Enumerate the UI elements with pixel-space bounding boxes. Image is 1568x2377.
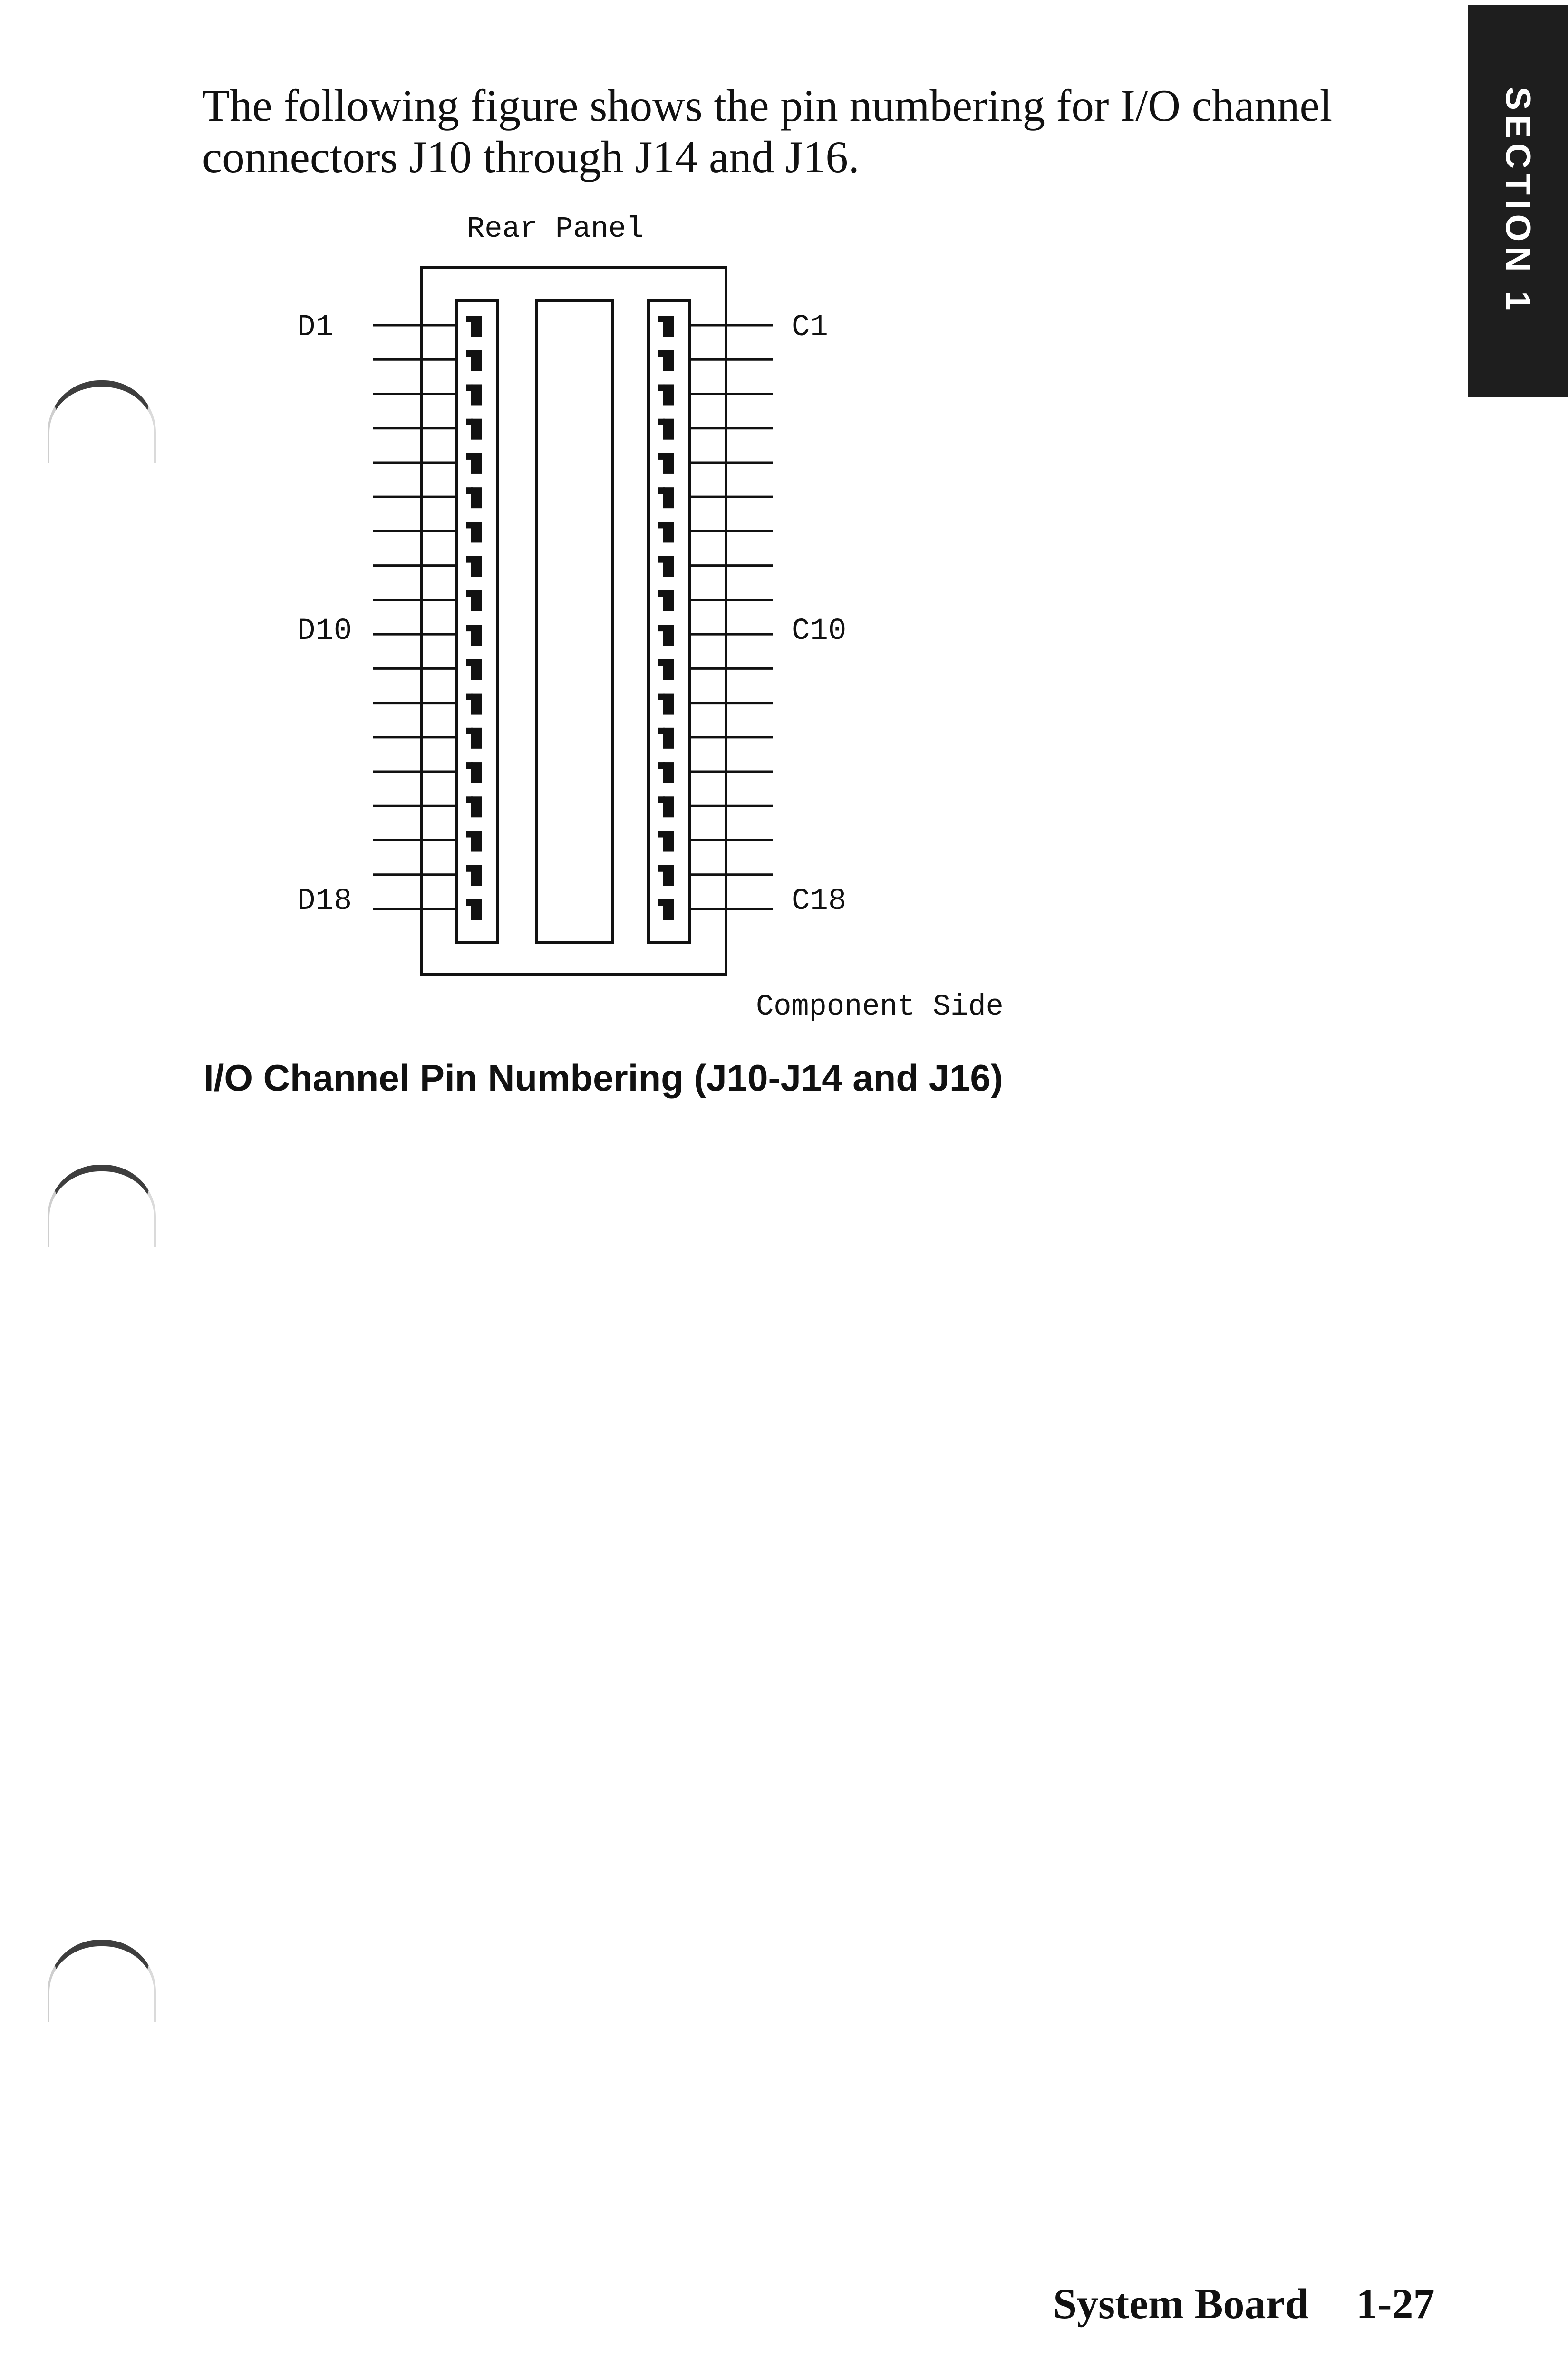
pin-contact-tab-c10 — [658, 625, 665, 632]
label-d1: D1 — [297, 310, 334, 345]
pin-contact-tab-c8 — [658, 556, 665, 563]
figure-caption: I/O Channel Pin Numbering (J10-J14 and J… — [203, 1057, 1003, 1099]
pin-contact-tab-c12 — [658, 693, 665, 700]
pin-contact-tab-d11 — [466, 659, 473, 666]
intro-line-2: connectors J10 through J14 and J16. — [202, 132, 860, 182]
pin-contact-tab-d8 — [466, 556, 473, 563]
footer-page-number: 1-27 — [1356, 2280, 1435, 2328]
pin-contact-tab-d2 — [466, 350, 473, 357]
pin-group — [373, 316, 773, 920]
pin-contact-tab-d9 — [466, 590, 473, 597]
pin-contact-tab-c14 — [658, 762, 665, 769]
binder-hole-1 — [48, 380, 156, 463]
label-d18: D18 — [297, 884, 352, 918]
rear-panel-label: Rear Panel — [467, 212, 644, 246]
pin-contact-tab-c4 — [658, 418, 665, 425]
pin-contact-tab-d13 — [466, 727, 473, 734]
right-pin-housing — [647, 299, 691, 944]
connector-diagram: Rear Panel Component Side D1 D10 D18 C1 … — [297, 212, 1004, 1024]
pin-contact-tab-d1 — [466, 316, 473, 322]
binder-hole-2 — [48, 1165, 156, 1247]
pin-contact-tab-c6 — [658, 487, 665, 494]
pin-contact-tab-c11 — [658, 659, 665, 666]
intro-paragraph: The following figure shows the pin numbe… — [202, 80, 1438, 183]
pin-contact-tab-c7 — [658, 522, 665, 529]
connector-frame — [420, 266, 727, 976]
component-side-label: Component Side — [756, 990, 1004, 1024]
left-pin-housing — [455, 299, 499, 944]
pin-contact-tab-d7 — [466, 522, 473, 529]
section-tab: SECTION 1 — [1468, 5, 1568, 397]
pin-contact-tab-c3 — [658, 384, 665, 391]
label-c1: C1 — [792, 310, 828, 345]
pin-contact-tab-d15 — [466, 796, 473, 803]
footer-title: System Board — [1053, 2280, 1309, 2328]
pin-contact-tab-c17 — [658, 865, 665, 872]
pin-contact-tab-d16 — [466, 831, 473, 838]
binder-hole-3 — [48, 1940, 156, 2022]
center-slot — [535, 299, 614, 944]
label-d10: D10 — [297, 614, 352, 648]
label-c10: C10 — [792, 614, 846, 648]
label-c18: C18 — [792, 884, 846, 918]
pin-contact-tab-d5 — [466, 453, 473, 460]
intro-line-1: The following figure shows the pin numbe… — [202, 80, 1333, 131]
section-tab-label: SECTION 1 — [1498, 87, 1538, 316]
pin-contact-tab-d14 — [466, 762, 473, 769]
pin-contact-tab-c9 — [658, 590, 665, 597]
pin-contact-tab-c1 — [658, 316, 665, 322]
pin-contact-tab-d4 — [466, 418, 473, 425]
pin-contact-tab-d17 — [466, 865, 473, 872]
pin-contact-tab-d18 — [466, 899, 473, 906]
pin-contact-tab-d12 — [466, 693, 473, 700]
pin-contact-tab-d3 — [466, 384, 473, 391]
pin-contact-tab-d10 — [466, 625, 473, 632]
pin-contact-tab-c13 — [658, 727, 665, 734]
pin-contact-tab-c2 — [658, 350, 665, 357]
pin-contact-tab-d6 — [466, 487, 473, 494]
pin-numbering-figure: Rear Panel Component Side D1 D10 D18 C1 … — [266, 200, 1074, 1046]
pin-contact-tab-c15 — [658, 796, 665, 803]
page-footer: System Board 1-27 — [1053, 2280, 1434, 2329]
pin-contact-tab-c18 — [658, 899, 665, 906]
pin-contact-tab-c5 — [658, 453, 665, 460]
pin-contact-tab-c16 — [658, 831, 665, 838]
